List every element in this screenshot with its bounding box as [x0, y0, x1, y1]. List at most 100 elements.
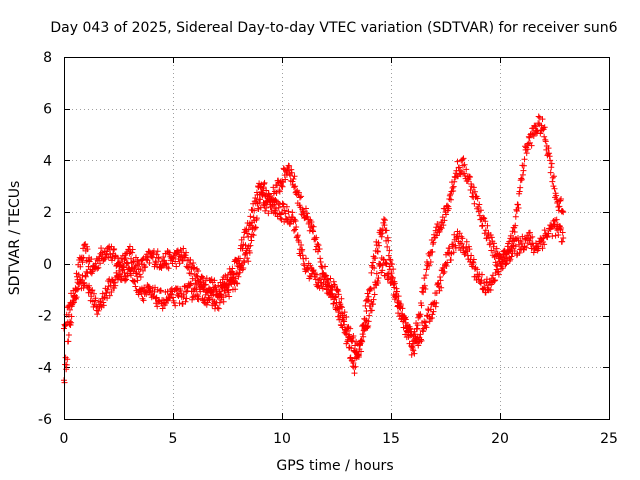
x-tick-label: 25 [600, 431, 618, 447]
data-point [551, 185, 558, 192]
data-point [444, 202, 451, 209]
data-point [459, 235, 466, 242]
data-point [64, 319, 71, 326]
data-point [384, 234, 391, 241]
data-point [548, 160, 555, 167]
data-point [366, 312, 373, 319]
data-point [460, 243, 467, 250]
data-point [488, 247, 495, 254]
data-point [438, 284, 445, 291]
data-point [283, 203, 290, 210]
data-point [244, 230, 251, 237]
data-point [210, 291, 217, 298]
data-point [511, 228, 518, 235]
data-point [193, 272, 200, 279]
y-axis-label: SDTVAR / TECUs [7, 181, 23, 296]
data-point [444, 259, 451, 266]
data-point [500, 256, 507, 263]
data-point [308, 218, 315, 225]
data-point [374, 280, 381, 287]
data-point [482, 227, 489, 234]
data-point [488, 234, 495, 241]
data-point [132, 270, 139, 277]
data-point [88, 293, 95, 300]
data-point [325, 279, 332, 286]
data-point [441, 217, 448, 224]
data-point [477, 207, 484, 214]
data-point [271, 201, 278, 208]
data-point [182, 252, 189, 259]
data-point [544, 234, 551, 241]
data-point [98, 245, 105, 252]
data-point [222, 272, 229, 279]
data-point [172, 258, 179, 265]
data-point [384, 271, 391, 278]
data-point [335, 309, 342, 316]
data-point [343, 314, 350, 321]
data-point [162, 260, 169, 267]
data-point [88, 287, 95, 294]
data-point [553, 192, 560, 199]
data-point [291, 173, 298, 180]
data-point [123, 259, 130, 266]
data-point [462, 248, 469, 255]
data-point [68, 290, 75, 297]
data-point [262, 207, 269, 214]
data-point [183, 288, 190, 295]
data-point [121, 256, 128, 263]
data-point [447, 191, 454, 198]
data-point [365, 323, 372, 330]
data-point [456, 230, 463, 237]
data-point [559, 229, 566, 236]
data-point [110, 246, 117, 253]
data-point [298, 242, 305, 249]
data-point [88, 256, 95, 263]
data-point [385, 252, 392, 259]
data-point [64, 338, 71, 345]
data-point [290, 176, 297, 183]
data-point [379, 226, 386, 233]
data-point [397, 301, 404, 308]
data-point [433, 232, 440, 239]
data-point [440, 270, 447, 277]
data-point [324, 276, 331, 283]
data-point [146, 260, 153, 267]
data-point [332, 294, 339, 301]
data-point [293, 224, 300, 231]
data-point [280, 201, 287, 208]
data-point [142, 263, 149, 270]
data-point [347, 354, 354, 361]
data-point [84, 246, 91, 253]
data-point [505, 248, 512, 255]
data-point [80, 254, 87, 261]
data-point [514, 234, 521, 241]
data-point [155, 255, 162, 262]
data-point [317, 258, 324, 265]
data-point [516, 241, 523, 248]
data-point [523, 150, 530, 157]
x-tick-label: 5 [169, 431, 178, 447]
data-point [65, 332, 72, 339]
data-points [61, 113, 567, 386]
data-point [370, 296, 377, 303]
data-point [279, 200, 286, 207]
data-point [179, 257, 186, 264]
data-point [148, 253, 155, 260]
data-point [77, 255, 84, 262]
data-point [96, 260, 103, 267]
data-point [330, 278, 337, 285]
data-point [216, 299, 223, 306]
data-point [545, 145, 552, 152]
data-point [273, 205, 280, 212]
data-point [310, 267, 317, 274]
data-point [177, 253, 184, 260]
data-point [174, 247, 181, 254]
plot-frame [64, 57, 610, 420]
data-point [417, 331, 424, 338]
data-point [479, 223, 486, 230]
data-point [364, 323, 371, 330]
data-point [128, 272, 135, 279]
data-point [512, 243, 519, 250]
data-point [200, 286, 207, 293]
data-point [359, 338, 366, 345]
